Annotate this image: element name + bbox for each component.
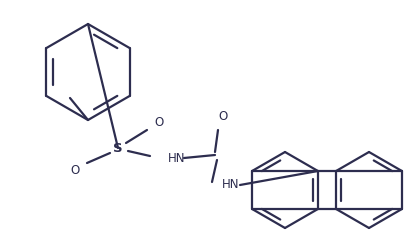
Text: S: S [113,142,123,154]
Text: HN: HN [222,178,239,192]
Text: O: O [219,110,228,124]
Text: O: O [154,116,164,130]
Text: O: O [70,164,80,176]
Text: HN: HN [168,152,186,164]
